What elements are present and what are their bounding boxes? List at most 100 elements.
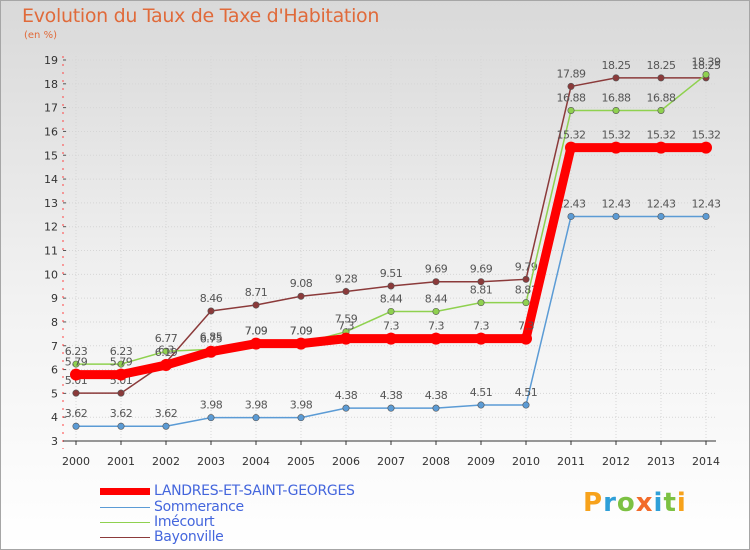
proxiti-logo: Proxiti	[583, 488, 687, 518]
x-tick-label: 2012	[602, 455, 630, 468]
data-label-landres-et-saint-georges: 7.3	[383, 320, 399, 333]
data-label-im-court: 8.44	[380, 292, 403, 305]
data-label-im-court: 6.23	[110, 345, 133, 358]
y-tick-label: 4	[51, 411, 58, 424]
data-point-sommerance	[612, 212, 620, 220]
data-label-landres-et-saint-georges: 15.32	[647, 129, 676, 142]
data-label-landres-et-saint-georges: 5.79	[65, 356, 88, 369]
data-point-landres-et-saint-georges	[610, 141, 622, 154]
data-label-im-court: 16.88	[647, 91, 676, 104]
data-point-landres-et-saint-georges	[700, 141, 712, 154]
data-label-im-court: 16.88	[602, 91, 631, 104]
x-tick-label: 2005	[287, 455, 315, 468]
data-label-landres-et-saint-georges: 7.3	[428, 320, 444, 333]
data-point-im-court	[117, 360, 125, 368]
data-label-bayonville: 18.25	[647, 59, 676, 72]
data-label-sommerance: 3.98	[245, 399, 268, 412]
data-point-im-court	[477, 299, 485, 307]
data-point-sommerance	[162, 422, 170, 430]
data-point-landres-et-saint-georges	[205, 345, 217, 358]
data-point-sommerance	[252, 414, 260, 422]
data-label-sommerance: 3.62	[65, 407, 88, 420]
x-tick-label: 2002	[152, 455, 180, 468]
data-label-sommerance: 4.51	[470, 386, 493, 399]
logo-letter: o	[616, 488, 636, 518]
x-tick-label: 2007	[377, 455, 405, 468]
data-label-landres-et-saint-georges: 7.3	[338, 320, 354, 333]
data-point-im-court	[387, 307, 395, 315]
data-point-im-court	[522, 299, 530, 307]
x-tick-label: 2008	[422, 455, 450, 468]
data-point-landres-et-saint-georges	[655, 141, 667, 154]
data-point-sommerance	[702, 212, 710, 220]
y-tick-label: 8	[51, 316, 58, 329]
data-label-sommerance: 12.43	[557, 197, 586, 210]
y-tick-label: 5	[51, 387, 58, 400]
data-point-landres-et-saint-georges	[250, 337, 262, 350]
x-tick-label: 2004	[242, 455, 270, 468]
data-point-landres-et-saint-georges	[340, 332, 352, 345]
y-tick-label: 14	[44, 173, 58, 186]
data-point-landres-et-saint-georges	[70, 368, 82, 381]
data-point-sommerance	[297, 414, 305, 422]
data-label-im-court: 18.39	[692, 56, 721, 69]
data-label-landres-et-saint-georges: 5.79	[110, 356, 133, 369]
data-label-landres-et-saint-georges: 15.32	[692, 129, 721, 142]
y-tick-label: 15	[44, 149, 58, 162]
data-point-bayonville	[522, 275, 530, 283]
legend-swatch-imecourt	[100, 522, 150, 523]
data-point-sommerance	[117, 422, 125, 430]
data-label-landres-et-saint-georges: 7.09	[290, 325, 313, 338]
data-point-bayonville	[657, 74, 665, 82]
data-point-im-court	[432, 307, 440, 315]
x-tick-label: 2011	[557, 455, 585, 468]
data-label-bayonville: 18.25	[692, 59, 721, 72]
data-point-bayonville	[432, 278, 440, 286]
data-point-sommerance	[522, 401, 530, 409]
data-point-landres-et-saint-georges	[160, 359, 172, 372]
y-tick-label: 19	[44, 54, 58, 67]
data-label-bayonville: 9.69	[425, 263, 448, 276]
data-label-sommerance: 4.51	[515, 386, 538, 399]
x-tick-label: 2006	[332, 455, 360, 468]
data-point-sommerance	[477, 401, 485, 409]
data-label-im-court: 8.44	[425, 292, 448, 305]
x-tick-label: 2013	[647, 455, 675, 468]
x-tick-label: 2009	[467, 455, 495, 468]
data-point-bayonville	[72, 389, 80, 397]
x-tick-label: 2003	[197, 455, 225, 468]
data-label-im-court: 6.85	[200, 330, 223, 343]
data-label-sommerance: 3.62	[110, 407, 133, 420]
legend-label-imecourt: Imécourt	[154, 514, 215, 530]
y-tick-label: 11	[44, 245, 58, 258]
data-label-im-court: 8.81	[470, 284, 493, 297]
data-point-bayonville	[477, 278, 485, 286]
data-label-landres-et-saint-georges: 7.09	[245, 325, 268, 338]
data-point-sommerance	[432, 404, 440, 412]
y-tick-label: 7	[51, 340, 58, 353]
y-tick-label: 17	[44, 102, 58, 115]
y-tick-label: 16	[44, 125, 58, 138]
logo-letter: i	[653, 488, 664, 518]
y-tick-label: 9	[51, 292, 58, 305]
data-point-landres-et-saint-georges	[520, 332, 532, 345]
data-label-sommerance: 4.38	[380, 389, 403, 402]
y-tick-label: 18	[44, 78, 58, 91]
data-label-im-court: 8.81	[515, 284, 538, 297]
data-label-sommerance: 4.38	[425, 389, 448, 402]
data-point-landres-et-saint-georges	[295, 337, 307, 350]
y-tick-label: 10	[44, 268, 58, 281]
logo-letter: P	[583, 488, 604, 518]
y-axis-unit: (en %)	[24, 30, 57, 41]
legend-label-sommerance: Sommerance	[154, 499, 244, 515]
data-label-im-court: 7.09	[245, 325, 268, 338]
data-point-bayonville	[117, 389, 125, 397]
data-point-im-court	[612, 106, 620, 114]
logo-letter: r	[603, 488, 617, 518]
chart-title: Evolution du Taux de Taxe d'Habitation	[22, 5, 380, 27]
x-tick-label: 2001	[107, 455, 135, 468]
legend-label-bayonville: Bayonville	[154, 529, 224, 545]
data-label-im-court: 7.09	[290, 325, 313, 338]
data-label-bayonville: 9.51	[380, 267, 403, 280]
